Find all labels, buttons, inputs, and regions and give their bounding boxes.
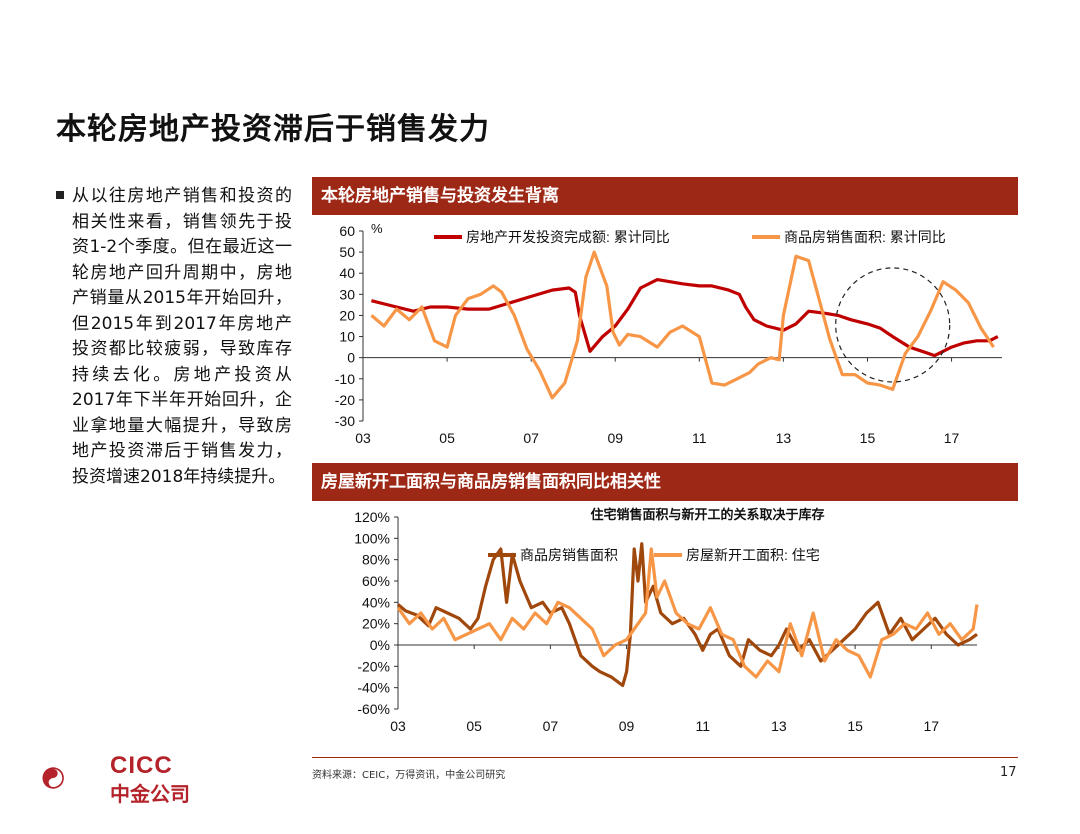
- x-tick-label: 15: [847, 718, 863, 734]
- bullet-text: 从以往房地产销售和投资的相关性来看，销售领先于投资1-2个季度。但在最近这一轮房…: [72, 186, 292, 487]
- y-tick-label: 40%: [362, 594, 390, 610]
- chart1-header: 本轮房地产销售与投资发生背离: [312, 177, 1018, 215]
- bullet-square-icon: [56, 191, 64, 199]
- y-tick-label: 60%: [362, 573, 390, 589]
- y-tick-label: 20%: [362, 616, 390, 632]
- x-tick-label: 13: [771, 718, 787, 734]
- y-tick-label: 100%: [354, 530, 390, 546]
- x-tick-label: 09: [619, 718, 635, 734]
- x-tick-label: 07: [523, 430, 539, 446]
- y-axis-unit: %: [371, 221, 383, 236]
- y-tick-label: -40%: [357, 680, 390, 696]
- chart2-svg: 120% 100% 80% 60% 40% 20% 0% -20% -40% -60%03 05 07…: [354, 507, 979, 734]
- page-title: 本轮房地产投资滞后于销售发力: [56, 112, 490, 147]
- footer-divider: [312, 757, 1018, 758]
- y-tick-label: 30: [339, 286, 355, 302]
- y-tick-label: 20: [339, 307, 355, 323]
- y-tick-label: -30: [335, 413, 355, 429]
- x-tick-label: 15: [860, 430, 876, 446]
- logo-text-en: CICC: [110, 752, 173, 779]
- chart-title: 住宅销售面积与新开工的关系取决于库存: [590, 507, 824, 522]
- legend-label-1: 商品房销售面积: 累计同比: [784, 229, 946, 245]
- x-tick-label: 11: [695, 718, 710, 734]
- y-tick-label: -60%: [357, 701, 390, 717]
- legend-label-0: 商品房销售面积: [520, 547, 618, 563]
- legend-label-1: 房屋新开工面积: 住宅: [686, 547, 820, 563]
- y-tick-label: 80%: [362, 552, 390, 568]
- chart2-header: 房屋新开工面积与商品房销售面积同比相关性: [312, 463, 1018, 501]
- x-tick-label: 09: [607, 430, 623, 446]
- y-tick-label: 40: [339, 265, 355, 281]
- series-line-1: [370, 250, 995, 400]
- bullet-point: 从以往房地产销售和投资的相关性来看，销售领先于投资1-2个季度。但在最近这一轮房…: [56, 184, 292, 490]
- y-tick-label: 120%: [354, 509, 390, 525]
- logo-text-cn: 中金公司: [110, 782, 190, 806]
- y-tick-label: 0: [347, 350, 355, 366]
- x-tick-label: 05: [439, 430, 455, 446]
- y-tick-label: -20%: [357, 658, 390, 674]
- x-tick-label: 17: [924, 718, 940, 734]
- x-tick-label: 03: [355, 430, 371, 446]
- y-tick-label: -10: [335, 371, 355, 387]
- x-tick-label: 17: [944, 430, 960, 446]
- x-tick-label: 05: [466, 718, 482, 734]
- y-tick-label: -20: [335, 392, 355, 408]
- y-tick-label: 10: [339, 329, 355, 345]
- x-tick-label: 07: [543, 718, 559, 734]
- series-line-1: [396, 547, 979, 679]
- page-number: 17: [1000, 765, 1017, 780]
- series-line-0: [396, 542, 978, 688]
- x-tick-label: 11: [692, 430, 707, 446]
- highlight-circle: [835, 267, 951, 383]
- y-tick-label: 0%: [370, 637, 390, 653]
- y-tick-label: 50: [339, 244, 355, 260]
- x-tick-label: 13: [776, 430, 792, 446]
- x-tick-label: 03: [390, 718, 406, 734]
- legend-label-0: 房地产开发投资完成额: 累计同比: [466, 229, 670, 245]
- y-tick-label: 60: [339, 223, 355, 239]
- cicc-logo-icon: [42, 767, 64, 789]
- series-line-0: [371, 277, 999, 358]
- source-note: 资料来源：CEIC，万得资讯，中金公司研究: [312, 770, 506, 781]
